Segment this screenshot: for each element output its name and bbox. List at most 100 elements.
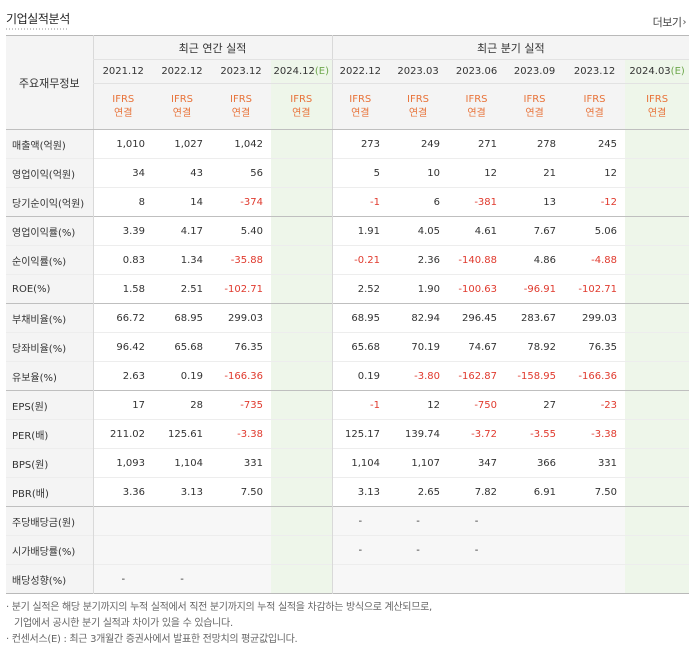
quarter-value-cell: 273	[331, 129, 389, 159]
quarter-value-cell: -158.95	[505, 361, 565, 391]
quarter-value-cell: -	[448, 506, 506, 536]
table-row: 유보율(%) 2.63 0.19 -166.36 0.19 -3.80 -162.87 -15…	[6, 361, 690, 391]
quarter-value-cell: -4.88	[564, 245, 626, 275]
table-row: 영업이익률(%) 3.39 4.17 5.40 1.91 4.05 4.61 7.67 5.06	[6, 216, 690, 246]
annual-value-cell: 8	[92, 187, 153, 217]
row-label: EPS(원)	[6, 390, 93, 420]
quarter-value-cell	[388, 564, 449, 594]
quarter-ifrs-2: IFRS 연결	[448, 83, 506, 130]
annual-value-cell: 7.50	[211, 477, 271, 507]
quarter-value-cell	[625, 245, 690, 275]
quarter-value-cell: 6	[388, 187, 449, 217]
quarter-value-cell: 2.65	[388, 477, 449, 507]
quarter-value-cell	[564, 564, 626, 594]
quarter-value-cell: -166.36	[564, 361, 626, 391]
row-label: 당좌비율(%)	[6, 332, 93, 362]
quarter-value-cell	[625, 158, 690, 188]
quarter-value-cell	[625, 332, 690, 362]
annual-ifrs-2: IFRS 연결	[211, 83, 271, 130]
quarter-value-cell: -	[388, 535, 449, 565]
quarter-value-cell: -23	[564, 390, 626, 420]
more-link[interactable]: 더보기 ›	[652, 14, 687, 30]
more-link-label: 더보기	[652, 16, 682, 29]
row-label: 부채비율(%)	[6, 303, 93, 333]
quarter-value-cell	[625, 129, 690, 159]
row-label: 시가배당률(%)	[6, 535, 93, 565]
annual-value-cell: 1.34	[153, 245, 211, 275]
annual-value-cell: 76.35	[211, 332, 271, 362]
quarter-value-cell: 245	[597, 138, 618, 150]
row-label: 배당성향(%)	[6, 564, 93, 594]
footnote-2: · 컨센서스(E) : 최근 3개월간 증권사에서 발표한 전망치의 평균값입니…	[6, 634, 298, 645]
annual-value-cell: -	[92, 564, 153, 594]
quarter-value-cell: 283.67	[505, 303, 565, 333]
annual-value-cell	[271, 419, 333, 449]
footnote-1-cont: 기업에서 공시한 분기 실적과 차이가 있을 수 있습니다.	[14, 618, 233, 629]
footnote-1: · 분기 실적은 해당 분기까지의 누적 실적에서 직전 분기까지의 누적 실적…	[6, 602, 432, 613]
quarter-value-cell: 78.92	[505, 332, 565, 362]
quarter-value-cell: -	[331, 506, 389, 536]
annual-value-cell: -35.88	[211, 245, 271, 275]
table-row: 배당성향(%) - -	[6, 564, 690, 594]
annual-value-cell	[153, 535, 211, 565]
quarter-value-cell: -3.38	[564, 419, 626, 449]
section-title: 기업실적분석	[6, 8, 70, 30]
annual-value-cell: 1,027	[174, 138, 203, 150]
annual-value-cell	[271, 390, 333, 420]
period-row: 2021.12 2022.12 2023.12 2024.12(E) 2022.12 20…	[6, 59, 690, 84]
quarter-value-cell: 125.17	[331, 419, 389, 449]
quarter-value-cell	[625, 419, 690, 449]
row-label: PER(배)	[6, 419, 93, 449]
quarter-value-cell: -	[388, 506, 449, 536]
quarter-value-cell: 5.06	[564, 216, 626, 246]
annual-value-cell: 0.83	[92, 245, 153, 275]
quarter-value-cell: -1	[331, 187, 389, 217]
quarter-header: 최근 분기 실적	[331, 35, 690, 60]
quarter-value-cell: 74.67	[448, 332, 506, 362]
annual-value-cell	[271, 477, 333, 507]
annual-value-cell: 5.40	[211, 216, 271, 246]
quarter-value-cell: 0.19	[331, 361, 389, 391]
annual-value-cell: 68.95	[153, 303, 211, 333]
quarter-value-cell: 7.67	[505, 216, 565, 246]
row-label: 유보율(%)	[6, 361, 93, 391]
quarter-value-cell: 1.91	[331, 216, 389, 246]
ifrs-row: IFRS 연결 IFRS 연결 IFRS 연결 IFRS 연결 IFRS 연결 IFRS 연결 IFRS…	[6, 83, 690, 130]
annual-value-cell: 3.36	[92, 477, 153, 507]
annual-period-1: 2022.12	[153, 59, 211, 84]
table-row: 당좌비율(%) 96.42 65.68 76.35 65.68 70.19 74.67 78.…	[6, 332, 690, 362]
quarter-value-cell: -3.80	[388, 361, 449, 391]
quarter-value-cell: 139.74	[388, 419, 449, 449]
annual-value-cell: 14	[153, 187, 211, 217]
quarter-value-cell: 13	[505, 187, 565, 217]
row-label: BPS(원)	[6, 448, 93, 478]
annual-value-cell: -	[153, 564, 211, 594]
annual-ifrs-3: IFRS 연결	[271, 83, 333, 130]
annual-value-cell: -3.38	[211, 419, 271, 449]
quarter-value-cell: -0.21	[331, 245, 389, 275]
table-row: BPS(원) 1,093 1,104 331 1,104 1,107 347 366 331	[6, 448, 690, 478]
annual-value-cell: 1,093	[92, 448, 153, 478]
quarter-value-cell: -102.71	[564, 274, 626, 304]
annual-value-cell	[271, 158, 333, 188]
row-label: PBR(배)	[6, 477, 93, 507]
quarter-value-cell: 1,104	[331, 448, 389, 478]
quarter-value-cell: 4.61	[448, 216, 506, 246]
quarter-value-cell: -140.88	[448, 245, 506, 275]
annual-value-cell	[211, 564, 271, 594]
annual-value-cell: 3.39	[92, 216, 153, 246]
quarter-value-cell	[331, 564, 389, 594]
quarter-value-cell: 21	[505, 158, 565, 188]
annual-value-cell: 1.58	[92, 274, 153, 304]
quarter-value-cell: 1,107	[388, 448, 449, 478]
annual-value-cell: 96.42	[92, 332, 153, 362]
annual-value-cell	[271, 564, 333, 594]
quarter-value-cell: 12	[388, 390, 449, 420]
annual-ifrs-0: IFRS 연결	[92, 83, 153, 130]
quarter-value-cell	[625, 187, 690, 217]
quarter-value-cell: 7.50	[564, 477, 626, 507]
quarter-value-cell	[625, 448, 690, 478]
table-row: ROE(%) 1.58 2.51 -102.71 2.52 1.90 -100.63 -96.…	[6, 274, 690, 304]
quarter-period-5: 2024.03(E)	[625, 59, 690, 84]
annual-value-cell: 34	[92, 158, 153, 188]
